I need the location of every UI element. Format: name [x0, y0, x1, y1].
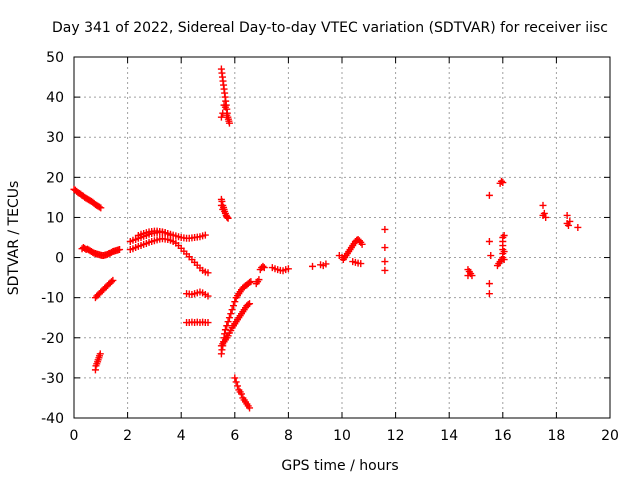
data-point	[566, 217, 574, 225]
data-point	[219, 109, 227, 117]
data-point	[116, 246, 124, 254]
data-point	[542, 213, 550, 221]
y-tick-label: 10	[46, 210, 64, 226]
x-tick-label: 0	[70, 428, 79, 444]
y-tick-label: 40	[46, 90, 64, 106]
data-point	[225, 119, 233, 127]
data-point	[381, 244, 389, 252]
data-point	[221, 103, 229, 111]
data-point	[247, 278, 255, 286]
data-point	[244, 300, 252, 308]
data-point	[464, 272, 472, 280]
data-point	[381, 225, 389, 233]
data-point	[358, 240, 366, 248]
data-point	[255, 276, 263, 284]
y-tick-label: -10	[41, 291, 64, 307]
data-point	[485, 191, 493, 199]
x-tick-label: 12	[387, 428, 405, 444]
data-point	[485, 290, 493, 298]
data-point	[485, 280, 493, 288]
data-point	[97, 204, 105, 212]
data-point	[500, 256, 508, 264]
y-tick-label: 30	[46, 130, 64, 146]
x-tick-label: 14	[440, 428, 458, 444]
data-point	[95, 203, 103, 211]
data-point	[224, 214, 232, 222]
data-point	[564, 221, 572, 229]
data-points	[70, 65, 582, 412]
data-point	[166, 231, 174, 239]
data-point	[217, 201, 225, 209]
data-point	[540, 209, 548, 217]
x-tick-label: 20	[601, 428, 619, 444]
data-point	[381, 266, 389, 274]
data-point	[204, 319, 212, 327]
data-point	[201, 231, 209, 239]
data-point	[204, 269, 212, 277]
data-point	[246, 404, 254, 412]
data-point	[223, 111, 231, 119]
data-point	[224, 318, 232, 326]
data-point	[497, 177, 505, 185]
data-point	[229, 302, 237, 310]
x-tick-label: 16	[494, 428, 512, 444]
x-tick-label: 18	[547, 428, 565, 444]
y-tick-label: -20	[41, 331, 64, 347]
x-tick-label: 8	[284, 428, 293, 444]
data-point	[500, 248, 508, 256]
y-tick-label: 0	[55, 251, 64, 267]
data-point	[232, 378, 240, 386]
data-point	[487, 252, 495, 260]
data-point	[231, 298, 239, 306]
data-point	[246, 300, 254, 308]
x-tick-label: 6	[230, 428, 239, 444]
y-tick-label: 50	[46, 50, 64, 66]
x-tick-label: 10	[333, 428, 351, 444]
y-tick-label: -40	[41, 411, 64, 427]
data-point	[227, 310, 235, 318]
data-point	[109, 276, 117, 284]
data-point	[231, 374, 239, 382]
data-point	[219, 205, 227, 213]
data-point	[204, 292, 212, 300]
data-point	[260, 264, 268, 272]
data-point	[322, 260, 330, 268]
data-point	[217, 113, 225, 121]
data-point	[228, 306, 236, 314]
data-point	[225, 314, 233, 322]
data-point	[108, 278, 116, 286]
y-axis-label: SDTVAR / TECUs	[6, 181, 22, 296]
x-tick-label: 4	[177, 428, 186, 444]
data-point	[500, 231, 508, 239]
data-point	[223, 213, 231, 221]
y-tick-label: -30	[41, 371, 64, 387]
data-point	[284, 265, 292, 273]
grid	[74, 57, 610, 418]
chart-title: Day 341 of 2022, Sidereal Day-to-day VTE…	[52, 20, 608, 36]
data-point	[309, 262, 317, 270]
data-point	[221, 326, 229, 334]
data-point	[574, 223, 582, 231]
data-point	[355, 237, 363, 245]
data-point	[259, 262, 267, 270]
data-point	[238, 390, 245, 398]
tick-labels: 0 2 4 6 8 10 12 14 16 18 20 -40 -30 -20 -10 0 10 20 30 40 50	[41, 50, 619, 444]
data-point	[539, 201, 547, 209]
data-point	[246, 278, 254, 286]
y-tick-label: 20	[46, 170, 64, 186]
data-point	[563, 211, 571, 219]
data-point	[223, 322, 231, 330]
data-point	[96, 350, 104, 358]
x-tick-label: 2	[123, 428, 132, 444]
data-point	[357, 260, 365, 268]
data-point	[485, 238, 493, 246]
data-point	[381, 258, 389, 266]
data-point	[233, 382, 241, 390]
x-axis-label: GPS time / hours	[281, 458, 398, 474]
axis-ticks	[73, 56, 611, 419]
data-point	[499, 179, 507, 187]
